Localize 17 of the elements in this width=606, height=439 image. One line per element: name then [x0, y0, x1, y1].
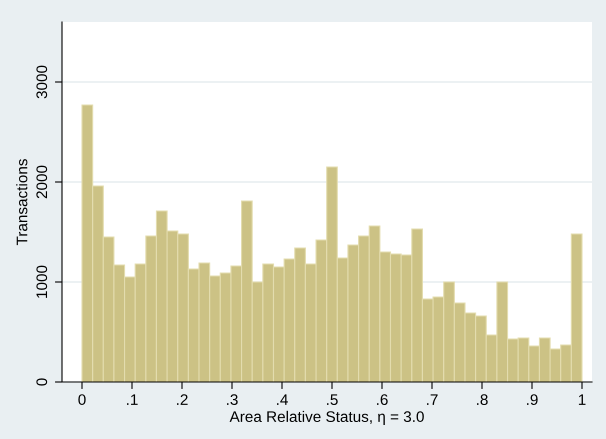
y-tick-label: 0	[36, 378, 48, 386]
x-tick-label: .2	[177, 394, 188, 405]
y-tick-label: 3000	[36, 66, 48, 98]
y-tick-label: 2000	[36, 166, 48, 198]
x-tick-label: .6	[377, 394, 388, 406]
x-tick-label: .7	[427, 394, 438, 405]
x-tick-label: .4	[277, 394, 288, 405]
x-tick-label: .5	[327, 394, 338, 406]
x-tick-label: .8	[477, 394, 488, 406]
x-tick-label: .3	[227, 394, 238, 406]
x-tick-label: .1	[127, 394, 138, 405]
y-tick-label: 1000	[36, 266, 48, 298]
x-tick-label: .9	[527, 394, 538, 406]
x-tick-label: 0	[78, 394, 86, 406]
x-axis-title: Area Relative Status, η = 3.0	[230, 410, 424, 426]
x-tick-label: 1	[578, 394, 586, 405]
y-axis-title: Transactions	[16, 159, 28, 246]
